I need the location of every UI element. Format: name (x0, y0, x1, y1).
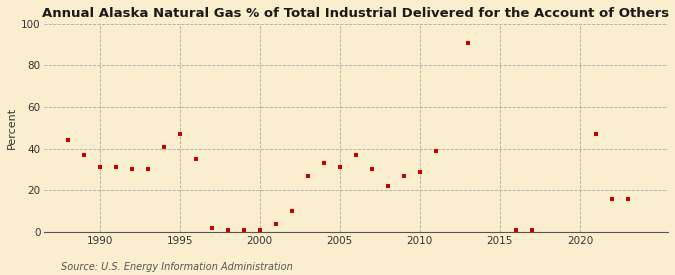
Point (431, 148, 441, 153)
Point (286, 209, 297, 213)
Point (190, 157, 201, 161)
Point (94, 165, 105, 170)
Point (78, 153, 89, 157)
Point (350, 153, 361, 157)
Point (222, 228, 233, 232)
Title: Annual Alaska Natural Gas % of Total Industrial Delivered for the Account of Oth: Annual Alaska Natural Gas % of Total Ind… (43, 7, 670, 20)
Point (398, 174, 409, 178)
Point (110, 165, 121, 170)
Point (622, 196, 633, 201)
Point (126, 167, 137, 172)
Text: Source: U.S. Energy Information Administration: Source: U.S. Energy Information Administ… (61, 262, 292, 272)
Point (414, 169, 425, 174)
Point (319, 161, 329, 166)
Point (270, 221, 281, 226)
Point (238, 228, 249, 232)
Point (142, 167, 153, 172)
Point (367, 167, 377, 172)
Point (174, 132, 185, 136)
Point (607, 196, 618, 201)
Point (62, 138, 73, 142)
Point (510, 228, 521, 232)
Point (591, 132, 601, 136)
Point (158, 144, 169, 149)
Point (383, 184, 394, 188)
Point (302, 174, 313, 178)
Point (207, 226, 217, 230)
Point (462, 40, 473, 45)
Point (526, 228, 537, 232)
Y-axis label: Percent: Percent (7, 107, 17, 149)
Point (334, 165, 345, 170)
Point (254, 228, 265, 232)
